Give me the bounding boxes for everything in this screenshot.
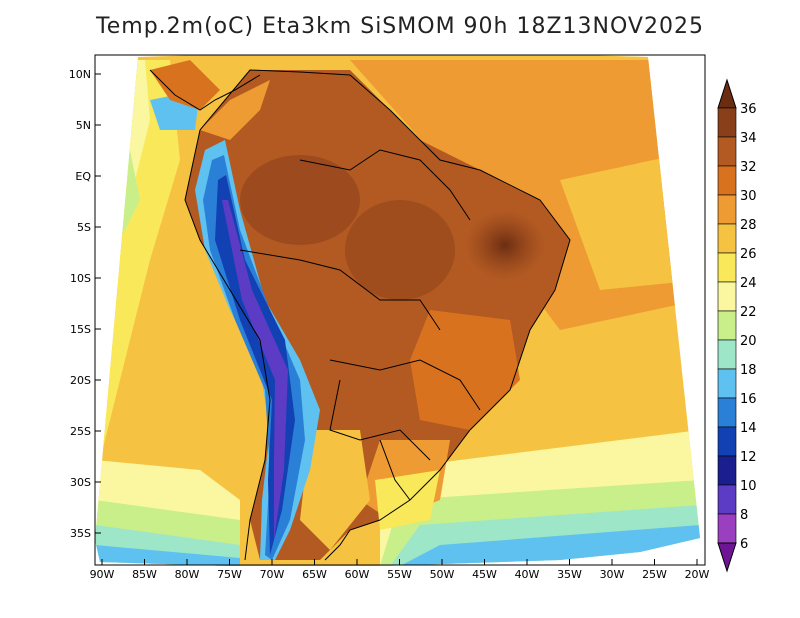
colorbar-label: 16 [740, 392, 757, 407]
longitude-axis: 90W 85W 80W 75W 70W 65W 60W 55W 50W 45W 40W 35W 30W 2… [90, 559, 710, 581]
lon-tick-label: 75W [217, 568, 242, 581]
colorbar-label: 32 [740, 160, 757, 175]
lat-tick-label: 10N [69, 68, 91, 81]
colorbar-label: 14 [740, 421, 757, 436]
colorbar-segment [717, 339, 737, 370]
colorbar-label: 26 [740, 247, 757, 262]
lat-tick-label: 15S [70, 323, 91, 336]
colorbar-label: 24 [740, 276, 757, 291]
lat-tick-label: 5N [76, 119, 91, 132]
colorbar-segment [717, 455, 737, 486]
temperature-field [95, 55, 700, 566]
lon-tick-label: 55W [387, 568, 412, 581]
lon-tick-label: 60W [345, 568, 370, 581]
colorbar-label: 30 [740, 189, 757, 204]
colorbar-segment [717, 281, 737, 312]
lat-tick-label: 5S [77, 221, 91, 234]
colorbar-label: 28 [740, 218, 757, 233]
colorbar-bottom-arrow [717, 542, 737, 573]
lon-tick-label: 35W [557, 568, 582, 581]
latitude-axis: 10N 5N EQ 5S 10S 15S 20S 25S 30S 35S [69, 68, 101, 540]
colorbar-label: 22 [740, 305, 757, 320]
colorbar-label: 36 [740, 102, 757, 117]
colorbar-segment [717, 513, 737, 544]
colorbar-segment [717, 426, 737, 457]
lat-tick-label: 35S [70, 527, 91, 540]
lat-tick-label: 20S [70, 374, 91, 387]
colorbar-label: 12 [740, 450, 757, 465]
colorbar-segment [717, 165, 737, 196]
lon-tick-label: 65W [302, 568, 327, 581]
lat-tick-label: EQ [75, 170, 91, 183]
lon-tick-label: 20W [685, 568, 710, 581]
colorbar-segment [717, 194, 737, 225]
colorbar-segment [717, 107, 737, 138]
lon-tick-label: 85W [132, 568, 157, 581]
colorbar-label: 18 [740, 363, 757, 378]
colorbar-segment [717, 223, 737, 254]
coastline-outlines [149, 69, 571, 561]
lon-tick-label: 70W [260, 568, 285, 581]
colorbar-segment [717, 252, 737, 283]
lon-tick-label: 80W [175, 568, 200, 581]
colorbar-segment [717, 397, 737, 428]
colorbar-label: 10 [740, 479, 757, 494]
lon-tick-label: 25W [642, 568, 667, 581]
colorbar-segment [717, 310, 737, 341]
lon-tick-label: 45W [472, 568, 497, 581]
lon-tick-label: 40W [515, 568, 540, 581]
lon-tick-label: 30W [600, 568, 625, 581]
colorbar-label: 20 [740, 334, 757, 349]
lat-tick-label: 25S [70, 425, 91, 438]
colorbar-label: 8 [740, 508, 748, 523]
colorbar-segment [717, 484, 737, 515]
colorbar-label: 34 [740, 131, 757, 146]
colorbar-segment [717, 368, 737, 399]
colorbar-segment [717, 136, 737, 167]
lon-tick-label: 50W [430, 568, 455, 581]
map-title: Temp.2m(oC) Eta3km SiSMOM 90h 18Z13NOV20… [96, 14, 704, 39]
colorbar: 36 34 32 30 28 26 24 22 20 18 16 14 12 10 8 6 [717, 78, 757, 573]
lat-tick-label: 10S [70, 272, 91, 285]
lon-tick-label: 90W [90, 568, 115, 581]
colorbar-top-arrow [717, 78, 737, 109]
colorbar-label: 6 [740, 537, 748, 552]
lat-tick-label: 30S [70, 476, 91, 489]
